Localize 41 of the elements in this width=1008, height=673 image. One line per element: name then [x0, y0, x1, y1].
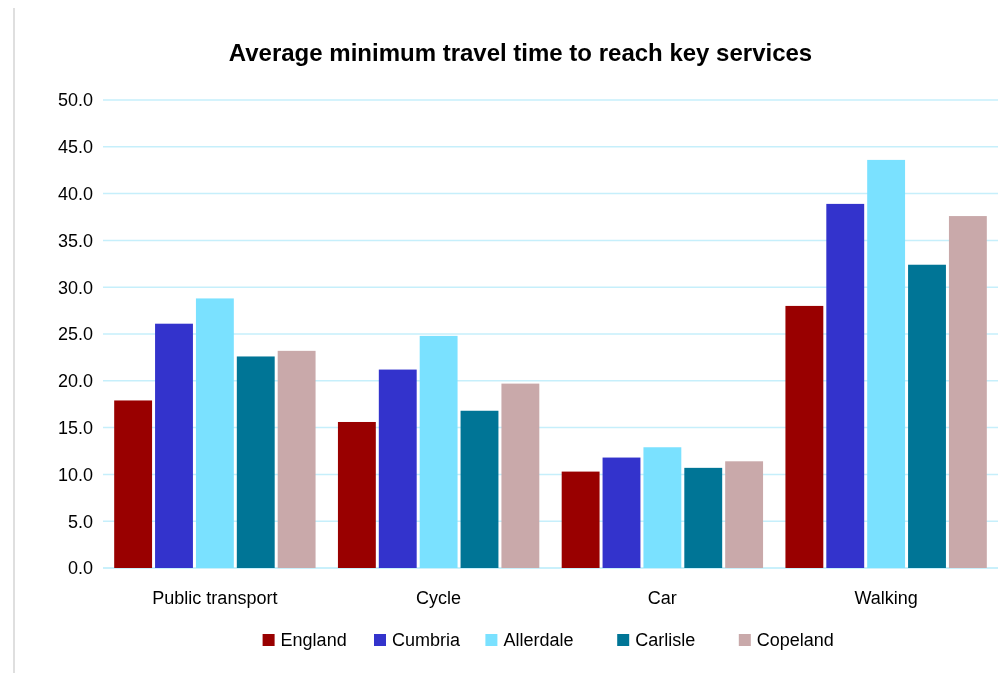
x-tick-label: Cycle [416, 588, 462, 608]
chart-title: Average minimum travel time to reach key services [228, 39, 813, 67]
bar [785, 305, 824, 568]
y-tick-label: 10.0 [57, 464, 93, 485]
bar [337, 421, 376, 568]
bar [501, 383, 540, 568]
legend-label: Cumbria [392, 630, 462, 651]
x-tick-label: Car [647, 588, 677, 608]
bar [277, 350, 316, 568]
x-tick-label: Walking [854, 588, 918, 608]
y-tick-label: 45.0 [57, 137, 93, 158]
y-tick-label: 35.0 [57, 230, 93, 251]
bar [419, 335, 458, 568]
y-tick-label: 30.0 [57, 277, 93, 298]
y-tick-label: 15.0 [57, 417, 93, 438]
bar [236, 356, 275, 568]
legend-label: England [280, 630, 347, 651]
y-tick-label: 0.0 [67, 558, 93, 579]
bar [948, 216, 987, 568]
bar [602, 457, 641, 568]
bar [460, 410, 499, 568]
bar [867, 159, 906, 568]
bar [378, 369, 417, 568]
bar [155, 323, 193, 568]
legend-label: Copeland [756, 630, 834, 651]
y-tick-label: 50.0 [57, 90, 93, 111]
y-tick-label: 5.0 [67, 511, 93, 532]
bar [826, 203, 865, 568]
y-tick-label: 40.0 [57, 183, 93, 204]
bar [908, 264, 946, 568]
bar [725, 461, 764, 568]
bar [684, 467, 723, 568]
bar [561, 471, 600, 568]
x-tick-label: Public transport [152, 588, 278, 608]
legend-label: Allerdale [503, 630, 574, 651]
y-tick-label: 20.0 [57, 371, 93, 392]
y-tick-label: 25.0 [57, 324, 93, 345]
bar [643, 447, 682, 568]
legend-label: Carlisle [635, 630, 696, 651]
bar [195, 298, 234, 568]
bar [114, 400, 153, 568]
